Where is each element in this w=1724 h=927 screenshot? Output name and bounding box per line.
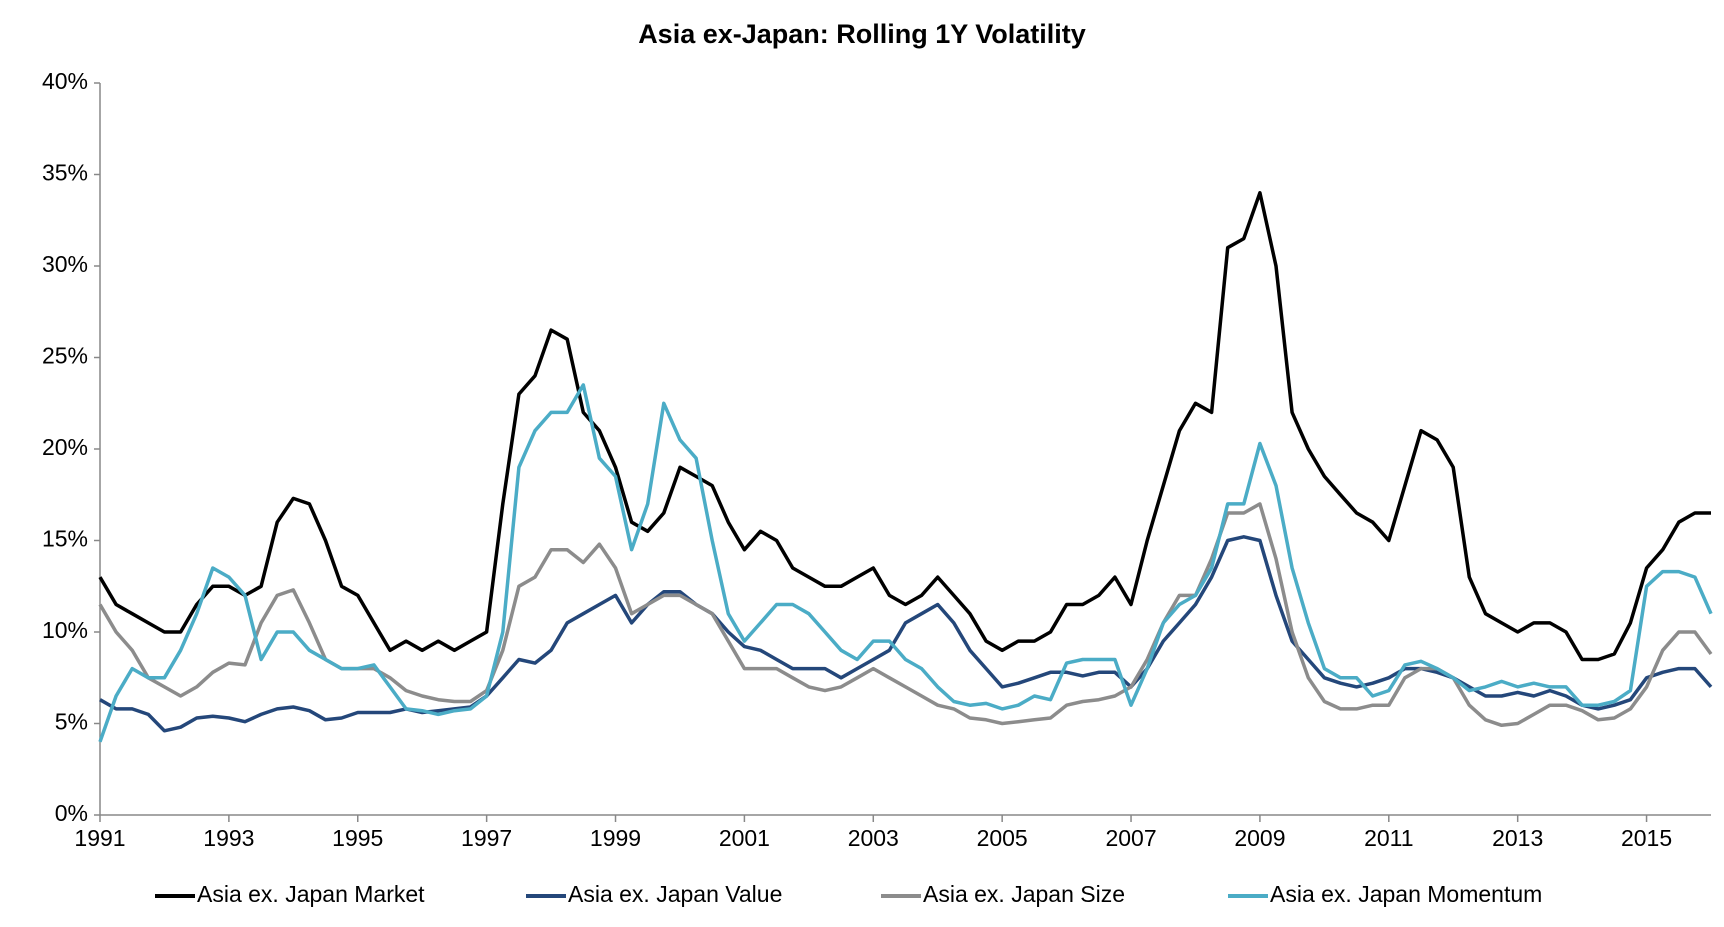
x-tick-label: 1997 <box>461 825 512 851</box>
x-tick-label: 2003 <box>848 825 899 851</box>
x-tick-label: 2011 <box>1364 825 1413 851</box>
y-tick-label: 0% <box>55 800 88 826</box>
series-line <box>98 191 1711 662</box>
x-tick-label: 1993 <box>203 825 254 851</box>
x-tick-label: 2009 <box>1234 825 1285 851</box>
x-tick-label: 1995 <box>332 825 383 851</box>
x-tick-label: 1999 <box>590 825 641 851</box>
y-tick-label: 5% <box>55 709 88 735</box>
y-tick-label: 15% <box>42 526 88 552</box>
y-tick-label: 25% <box>42 343 88 369</box>
legend-label: Asia ex. Japan Market <box>197 881 425 907</box>
y-tick-label: 40% <box>42 68 88 94</box>
y-tick-label: 10% <box>42 617 88 643</box>
chart-title: Asia ex-Japan: Rolling 1Y Volatility <box>638 19 1086 49</box>
x-tick-label: 2001 <box>719 825 770 851</box>
y-tick-label: 20% <box>42 434 88 460</box>
x-tick-label: 2005 <box>977 825 1028 851</box>
legend-label: Asia ex. Japan Momentum <box>1270 881 1542 907</box>
series-line <box>99 535 1713 733</box>
y-tick-label: 35% <box>42 160 88 186</box>
x-tick-label: 2007 <box>1105 825 1156 851</box>
x-tick-label: 1991 <box>74 825 125 851</box>
x-tick-label: 2013 <box>1492 825 1543 851</box>
legend-label: Asia ex. Japan Size <box>923 881 1125 907</box>
series-line <box>98 383 1713 743</box>
x-tick-label: 2015 <box>1621 825 1672 851</box>
legend-label: Asia ex. Japan Value <box>568 881 782 907</box>
y-tick-label: 30% <box>42 251 88 277</box>
